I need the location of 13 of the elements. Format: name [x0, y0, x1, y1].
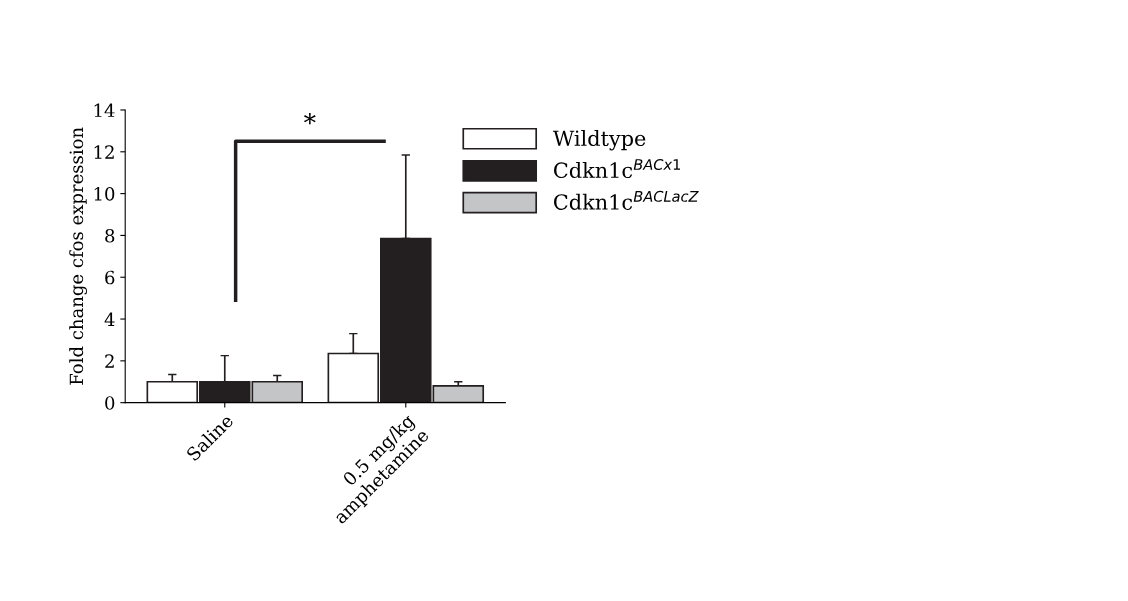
y-tick-label: 10: [94, 187, 115, 201]
y-tick-label: 14: [94, 103, 115, 117]
y-tick-label: 8: [105, 228, 115, 243]
legend-label: Wildtype: [552, 129, 646, 151]
annotation: *: [304, 112, 316, 125]
y-axis-title: Fold change cfos expression: [69, 127, 87, 385]
y-tick-label: 2: [105, 354, 114, 368]
legend-label: Cdkn1c$^{BACLacZ}$: [554, 190, 699, 210]
y-tick-label: 4: [104, 312, 115, 326]
y-tick-label: 12: [94, 145, 114, 159]
y-tick-label: 6: [105, 270, 115, 285]
y-tick-label: 0: [105, 396, 115, 410]
legend-label: Cdkn1c$^{BACx1}$: [554, 158, 681, 179]
